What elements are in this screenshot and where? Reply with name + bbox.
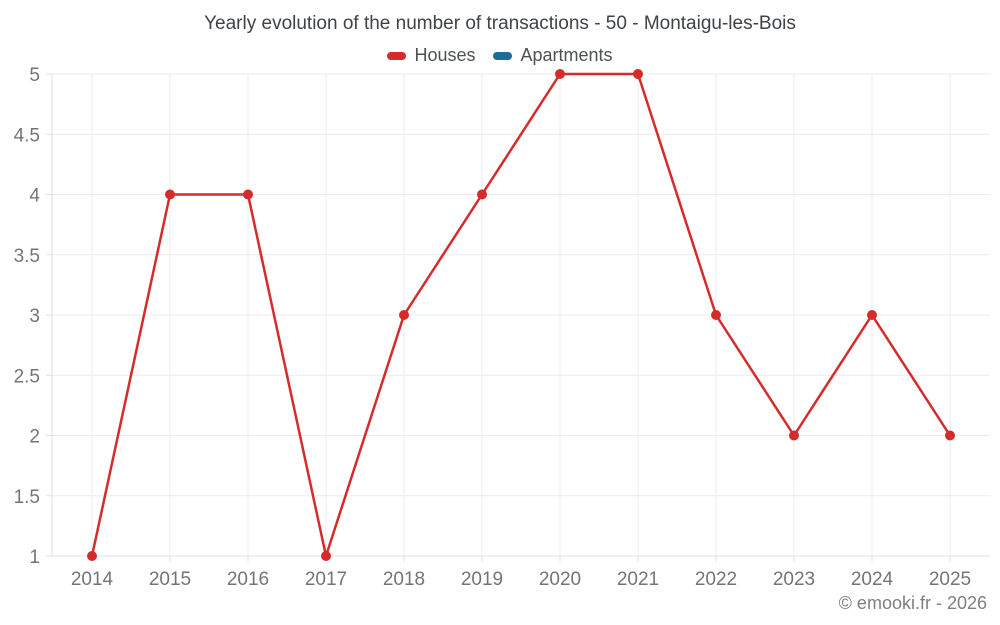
legend-item-houses[interactable]: Houses <box>387 45 475 66</box>
legend-item-apartments[interactable]: Apartments <box>493 45 613 66</box>
y-tick-label: 2.5 <box>14 366 40 387</box>
houses-data-point[interactable] <box>399 310 409 320</box>
houses-data-point[interactable] <box>87 551 97 561</box>
y-tick-label: 1 <box>29 547 40 568</box>
houses-swatch-icon <box>387 51 407 60</box>
x-tick-label: 2022 <box>695 569 737 590</box>
x-tick-label: 2017 <box>305 569 347 590</box>
y-tick-label: 2 <box>29 427 40 448</box>
houses-data-point[interactable] <box>321 551 331 561</box>
y-tick-label: 4.5 <box>14 125 40 146</box>
x-tick-label: 2024 <box>851 569 894 590</box>
chart-title: Yearly evolution of the number of transa… <box>204 13 796 34</box>
houses-data-point[interactable] <box>555 69 565 79</box>
x-tick-label: 2023 <box>773 569 815 590</box>
y-tick-label: 1.5 <box>14 487 40 508</box>
y-tick-label: 5 <box>29 65 40 86</box>
houses-data-point[interactable] <box>243 189 253 200</box>
houses-line <box>90 72 952 558</box>
legend: Houses Apartments <box>0 45 1000 66</box>
watermark: © emooki.fr - 2026 <box>838 593 987 613</box>
x-tick-label: 2016 <box>227 569 269 590</box>
legend-label-houses: Houses <box>414 45 476 65</box>
houses-data-point[interactable] <box>945 430 955 441</box>
houses-data-point[interactable] <box>633 69 643 79</box>
x-tick-label: 2015 <box>149 569 191 590</box>
houses-data-point[interactable] <box>477 189 487 200</box>
houses-data-point[interactable] <box>711 310 721 320</box>
houses-data-point[interactable] <box>867 310 877 320</box>
x-tick-label: 2019 <box>461 569 503 590</box>
houses-data-point[interactable] <box>165 189 175 200</box>
x-tick-label: 2020 <box>539 569 581 590</box>
y-tick-label: 4 <box>29 186 40 207</box>
apartments-swatch-icon <box>493 51 513 60</box>
x-tick-label: 2014 <box>71 569 114 590</box>
y-tick-label: 3.5 <box>14 246 40 267</box>
x-tick-label: 2025 <box>929 569 971 590</box>
x-tick-label: 2021 <box>617 569 659 590</box>
houses-data-point[interactable] <box>789 430 799 441</box>
legend-label-apartments: Apartments <box>520 45 613 65</box>
y-tick-label: 3 <box>29 306 40 327</box>
x-tick-label: 2018 <box>383 569 425 590</box>
